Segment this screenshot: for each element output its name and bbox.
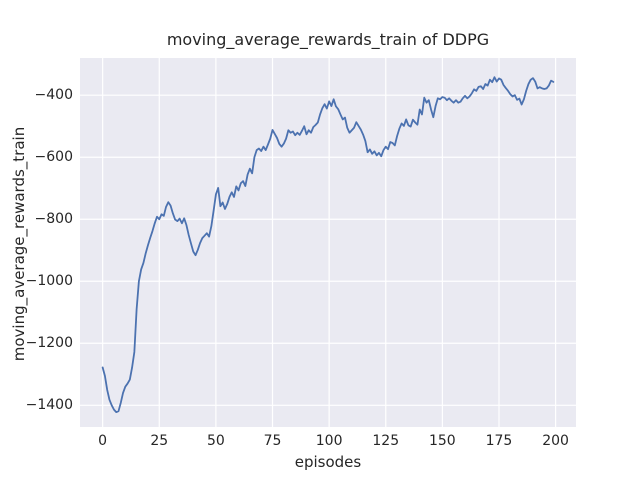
x-axis-label: episodes	[294, 453, 362, 471]
rewards-line	[101, 75, 555, 413]
x-tick-label-25: 25	[150, 433, 169, 449]
y-tick-label--1400: −1400	[25, 396, 73, 413]
y-tick-label--1000: −1000	[25, 272, 73, 289]
chart-title: moving_average_rewards_train of DDPG	[166, 30, 490, 49]
y-tick-label--600: −600	[34, 148, 73, 165]
x-tick-label-125: 125	[372, 433, 400, 449]
y-tick-label--400: −400	[34, 86, 73, 103]
x-tick-label-150: 150	[428, 433, 456, 449]
y-tick-label--1200: −1200	[25, 334, 73, 351]
plot-area	[80, 57, 576, 427]
x-tick-label-175: 175	[485, 433, 513, 449]
y-axis-label: moving_average_rewards_train	[10, 126, 28, 362]
line-chart-svg	[80, 57, 576, 427]
x-tick-label-75: 75	[263, 433, 282, 449]
x-tick-label-100: 100	[315, 433, 343, 449]
x-tick-label-50: 50	[206, 433, 225, 449]
x-tick-label-200: 200	[542, 433, 569, 449]
x-tick-label-0: 0	[98, 433, 108, 449]
y-tick-label--800: −800	[34, 210, 73, 227]
